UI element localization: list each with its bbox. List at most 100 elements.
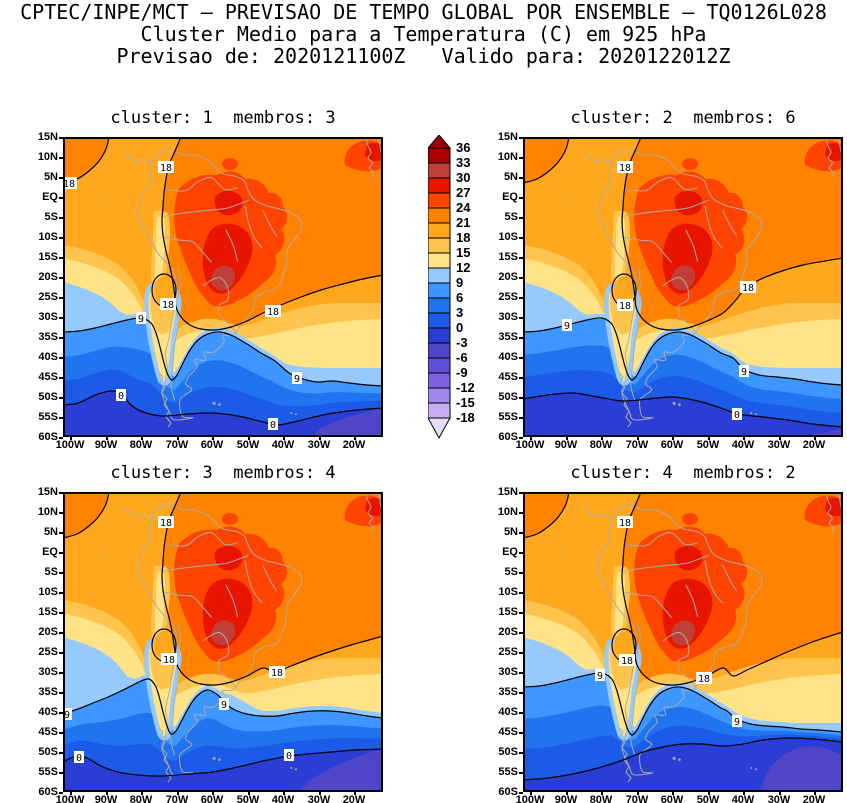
lat-tick-mark [59,157,63,159]
colorbar-tick-label: -3 [456,335,468,350]
lat-tick-mark [519,137,523,139]
lat-tick-label: 25S [38,646,58,658]
lat-tick-label: 50S [38,746,58,758]
lat-tick-label: 5S [44,211,58,223]
lat-tick-mark [519,357,523,359]
panel-title-cluster-4: cluster: 4 membros: 2 [570,463,796,483]
lat-tick-mark [59,512,63,514]
colorbar-tick-label: 24 [456,200,471,215]
colorbar-tick-label: 0 [456,320,464,335]
lon-tick-label: 40W [731,439,755,451]
lat-tick-label: 5S [504,211,518,223]
lat-tick-label: 40S [498,351,518,363]
lon-tick-label: 20W [802,439,826,451]
lon-tick-label: 90W [554,439,578,451]
figure-title-line1: CPTEC/INPE/MCT — PREVISAO DE TEMPO GLOBA… [20,0,827,24]
lat-tick-mark [59,792,63,794]
svg-text:9: 9 [221,700,227,711]
colorbar-tick-label: -18 [456,410,475,425]
lon-tick-label: 100W [515,794,545,803]
lat-tick-mark [519,317,523,319]
lat-tick-mark [519,377,523,379]
colorbar-tick-label: 36 [456,140,471,155]
colorbar-tick-label: -15 [456,395,475,410]
lon-tick-mark [601,436,603,440]
panel-title-cluster-2: cluster: 2 membros: 6 [570,108,796,128]
svg-text:9: 9 [564,321,570,332]
lat-tick-label: 35S [498,686,518,698]
colorbar-tick-label: 9 [456,275,464,290]
lon-tick-mark [814,436,816,440]
svg-text:18: 18 [621,656,633,667]
lon-tick-label: 80W [129,794,153,803]
lon-tick-mark [637,791,639,795]
lat-tick-mark [59,672,63,674]
lat-tick-mark [519,552,523,554]
lon-tick-mark [177,436,179,440]
lon-tick-label: 50W [236,439,260,451]
lat-tick-label: 50S [498,391,518,403]
svg-text:18: 18 [619,163,631,174]
lon-tick-label: 80W [589,439,613,451]
lat-tick-label: 30S [498,311,518,323]
lat-tick-label: 40S [498,706,518,718]
lon-tick-mark [530,436,532,440]
lat-tick-mark [59,337,63,339]
colorbar-tick-label: 33 [456,155,471,170]
lat-tick-label: 10N [497,506,518,518]
lat-tick-mark [519,237,523,239]
lat-tick-label: 35S [498,331,518,343]
lon-tick-label: 20W [342,439,366,451]
lon-tick-label: 100W [515,439,545,451]
svg-text:0: 0 [734,410,740,421]
lon-tick-label: 30W [307,794,331,803]
lon-tick-label: 100W [55,439,85,451]
lon-tick-label: 70W [165,439,189,451]
svg-text:9: 9 [741,367,747,378]
lat-tick-mark [519,632,523,634]
lat-tick-mark [519,732,523,734]
lon-tick-mark [566,791,568,795]
lat-tick-label: 10S [498,231,518,243]
lon-tick-label: 60W [660,794,684,803]
lat-tick-label: 5N [43,526,58,538]
lat-tick-mark [59,772,63,774]
figure-title-line2: Cluster Medio para a Temperatura (C) em … [140,22,707,46]
lon-tick-mark [743,791,745,795]
colorbar-tick-label: 15 [456,245,471,260]
colorbar-tick-label: 18 [456,230,471,245]
lat-tick-label: 15S [38,251,58,263]
lat-tick-mark [59,137,63,139]
lat-tick-mark [59,317,63,319]
lon-tick-label: 60W [660,439,684,451]
lat-tick-label: 60S [38,431,58,443]
lon-tick-label: 50W [696,439,720,451]
lat-tick-label: 45S [498,371,518,383]
lon-tick-label: 70W [625,439,649,451]
lon-tick-label: 100W [55,794,85,803]
lon-tick-mark [708,436,710,440]
lat-tick-label: 40S [38,351,58,363]
lat-tick-label: 10N [497,151,518,163]
lon-tick-mark [743,436,745,440]
panel-title-cluster-1: cluster: 1 membros: 3 [110,108,336,128]
lat-tick-mark [59,612,63,614]
svg-text:9: 9 [64,710,70,721]
lat-tick-mark [519,572,523,574]
lat-tick-mark [519,337,523,339]
lon-tick-mark [672,436,674,440]
lat-tick-mark [59,692,63,694]
lat-tick-mark [519,177,523,179]
colorbar-tick-label: 30 [456,170,471,185]
lat-tick-label: 10S [38,231,58,243]
lat-tick-mark [519,752,523,754]
lat-tick-label: EQ [502,546,518,558]
lat-tick-label: 15N [497,131,518,143]
svg-text:18: 18 [619,518,631,529]
lon-tick-mark [248,791,250,795]
lat-tick-mark [519,197,523,199]
lon-tick-mark [70,436,72,440]
lat-tick-mark [519,217,523,219]
svg-text:18: 18 [742,283,754,294]
